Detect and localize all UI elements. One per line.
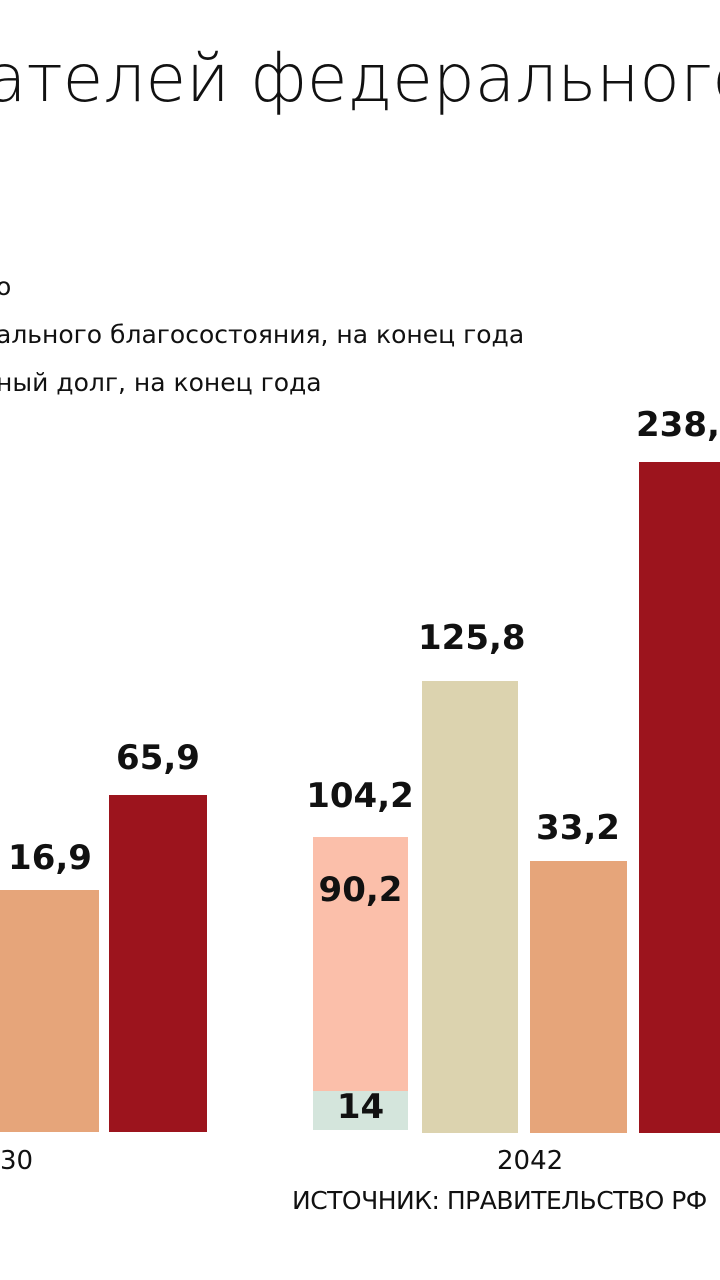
value-label-2042-stack-pink: 90,2 [318, 870, 403, 910]
value-label-2030-red: 65,9 [116, 738, 200, 778]
x-axis-label-2030: 30 [0, 1146, 34, 1176]
bar-2030-orange [0, 890, 99, 1132]
bar-2042-orange [530, 861, 627, 1133]
bar-2042-beige [422, 681, 518, 1133]
x-axis-label-2042: 2042 [497, 1146, 564, 1176]
bar-2042-red [639, 462, 720, 1133]
bar-2042-stack-mint [313, 1091, 408, 1130]
legend-item-debt: ный долг, на конец года [0, 368, 322, 397]
value-label-2030-orange: 16,9 [8, 838, 92, 878]
bar-2042-stack-pink [313, 837, 408, 1091]
bar-2030-red [109, 795, 207, 1132]
value-label-2042-beige: 125,8 [418, 618, 526, 658]
legend-item-fund: ального благосостояния, на конец года [0, 320, 525, 349]
value-label-2042-stack-total: 104,2 [306, 776, 414, 816]
value-label-2042-red: 238, [636, 405, 720, 445]
chart-title: ателей федерального [0, 40, 720, 117]
value-label-2042-orange: 33,2 [536, 808, 620, 848]
legend-item-1: о [0, 272, 12, 301]
value-label-2042-stack-mint: 14 [336, 1087, 385, 1127]
source-note: ИСТОЧНИК: ПРАВИТЕЛЬСТВО РФ [292, 1186, 707, 1215]
